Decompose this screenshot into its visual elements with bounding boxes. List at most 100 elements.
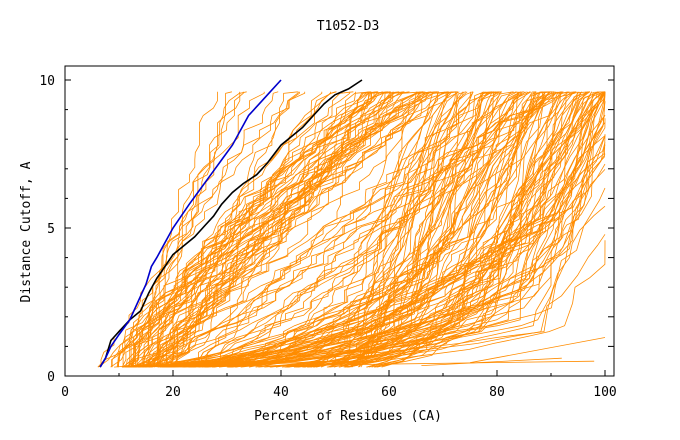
bundle-line xyxy=(240,118,606,368)
bundle-line xyxy=(180,91,522,368)
bundle-line xyxy=(167,91,378,368)
bundle-line xyxy=(286,91,558,368)
bundle-line xyxy=(469,337,606,364)
bundle-line xyxy=(167,91,502,368)
bundle-line xyxy=(148,91,379,368)
bundle-line xyxy=(205,234,606,368)
bundle-line xyxy=(126,91,601,368)
bundle-line xyxy=(128,91,426,368)
bundle-line xyxy=(172,360,595,368)
bundle-line xyxy=(122,91,535,368)
x-tick-label: 100 xyxy=(593,385,616,400)
bundle-line xyxy=(132,91,265,368)
y-tick-label: 0 xyxy=(47,370,55,385)
bundle-line xyxy=(366,93,606,368)
bundle-line xyxy=(196,91,562,368)
bundle-line xyxy=(194,91,500,368)
bundle-line xyxy=(170,91,593,368)
bundle-line xyxy=(117,91,300,368)
bundle-line xyxy=(344,91,458,368)
bundle-line xyxy=(135,91,445,368)
bundle-line xyxy=(152,91,417,368)
bundle-line xyxy=(375,134,606,368)
bundle-line xyxy=(147,91,458,368)
bundle-line xyxy=(258,91,606,368)
chart-title: T1052-D3 xyxy=(317,19,380,34)
y-axis-label: Distance Cutoff, A xyxy=(19,161,34,302)
y-tick-label: 5 xyxy=(47,222,55,237)
bundle-line xyxy=(114,91,524,368)
bundle-line xyxy=(284,240,606,368)
bundle-line xyxy=(293,91,582,368)
bundle-line xyxy=(211,154,606,368)
bundle-line xyxy=(138,91,557,368)
bundle-line xyxy=(165,91,391,368)
bundle-line xyxy=(170,91,337,368)
bundle-line xyxy=(351,91,495,368)
bundle-line xyxy=(285,144,606,368)
bundle-line xyxy=(141,91,241,368)
bundle-line xyxy=(121,91,354,368)
bundle-line xyxy=(198,91,438,368)
x-tick-label: 0 xyxy=(61,385,69,400)
bundle-line xyxy=(345,91,598,368)
x-tick-label: 60 xyxy=(381,385,397,400)
bundle-line xyxy=(110,91,386,368)
x-axis-label: Percent of Residues (CA) xyxy=(254,409,442,424)
bundle-line xyxy=(116,91,306,368)
bundle-line xyxy=(127,91,449,368)
bundle-line xyxy=(143,91,244,368)
highlighted-series xyxy=(99,79,363,368)
bundle-line xyxy=(314,91,543,368)
orange-line-bundle xyxy=(97,91,606,368)
bundle-line xyxy=(194,91,526,368)
x-tick-label: 20 xyxy=(165,385,181,400)
bundle-line xyxy=(228,91,606,368)
bundle-line xyxy=(346,135,606,368)
bundle-line xyxy=(133,91,564,368)
bundle-line xyxy=(346,91,562,368)
bundle-line xyxy=(176,91,323,368)
bundle-line xyxy=(155,91,410,368)
bundle-line xyxy=(122,91,378,368)
bundle-line xyxy=(118,91,378,368)
bundle-line xyxy=(144,91,336,368)
bundle-line xyxy=(161,187,606,368)
axes: 0 20 40 60 80 100 0 5 10 xyxy=(39,65,617,400)
bundle-line xyxy=(338,91,546,368)
highlight-series-2 xyxy=(99,79,282,368)
bundle-line xyxy=(171,91,531,368)
bundle-line xyxy=(231,91,496,368)
bundle-line xyxy=(228,91,606,368)
plot-frame xyxy=(64,65,615,377)
bundle-line xyxy=(201,91,552,368)
bundle-line xyxy=(153,91,577,368)
bundle-line xyxy=(349,91,606,368)
bundle-line xyxy=(255,91,518,368)
bundle-line xyxy=(154,91,300,368)
bundle-line xyxy=(161,91,519,368)
x-tick-label: 80 xyxy=(489,385,505,400)
bundle-line xyxy=(130,91,218,368)
bundle-line xyxy=(166,135,606,368)
bundle-line xyxy=(343,91,493,368)
bundle-line xyxy=(130,91,405,368)
bundle-line xyxy=(421,357,562,366)
bundle-line xyxy=(189,142,606,368)
bundle-line xyxy=(204,91,606,368)
bundle-line xyxy=(117,91,356,368)
bundle-line xyxy=(144,91,388,368)
bundle-line xyxy=(168,91,371,368)
bundle-line xyxy=(128,122,606,368)
bundle-line xyxy=(326,91,529,368)
bundle-line xyxy=(124,91,423,368)
bundle-line xyxy=(189,91,570,368)
bundle-line xyxy=(157,91,487,368)
bundle-line xyxy=(229,91,464,368)
bundle-line xyxy=(339,91,550,368)
bundle-line xyxy=(131,91,555,368)
y-tick-label: 10 xyxy=(39,74,55,89)
bundle-line xyxy=(188,91,418,368)
